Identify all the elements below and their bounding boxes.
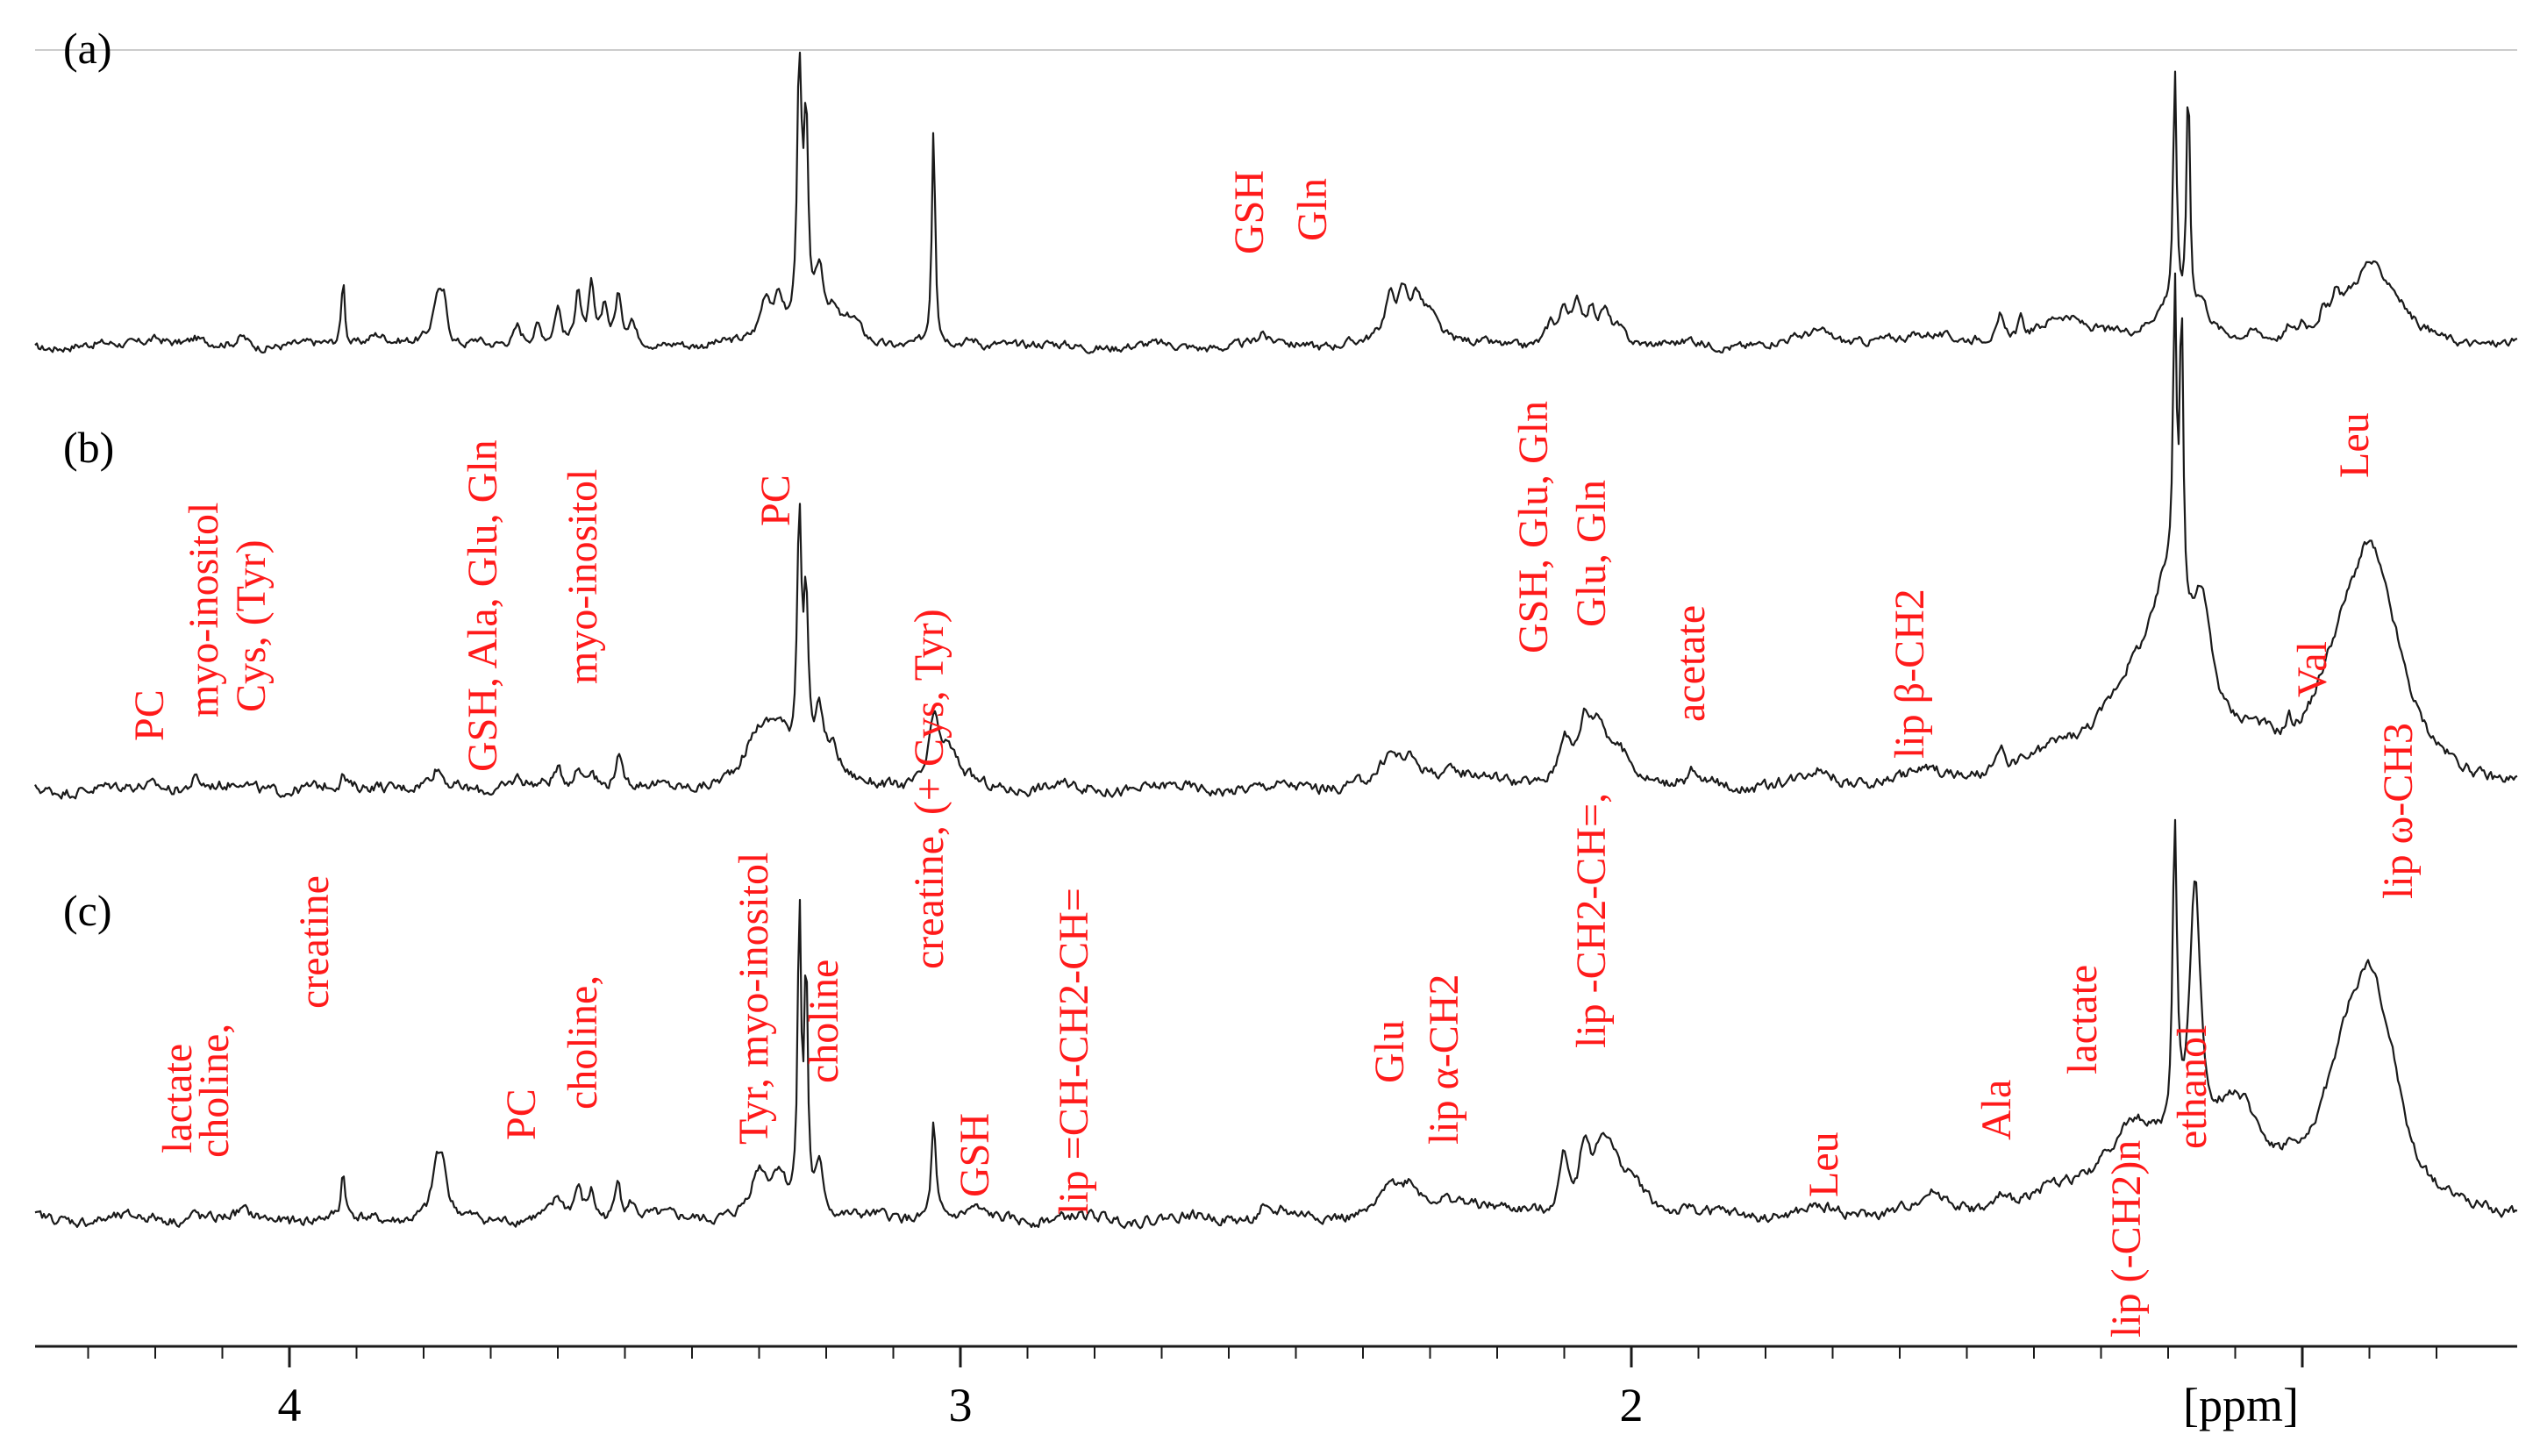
annotation-lip-ch-ch2-ch-c: lip =CH-CH2-CH= — [1051, 888, 1097, 1215]
annotation-gsh-c: GSH — [952, 1113, 998, 1197]
panel-label-b: (b) — [63, 423, 114, 472]
x-tick-label-4: 4 — [278, 1379, 302, 1431]
panel-label-a: (a) — [63, 24, 112, 73]
x-axis-label: [ppm] — [2183, 1379, 2299, 1431]
annotation-leu-b: Leu — [2331, 412, 2378, 478]
annotation-myo-inositol-b1: myo-inositol — [181, 503, 227, 717]
spectra-group — [34, 51, 2518, 1230]
spectrum-line-c — [34, 818, 2518, 1230]
x-axis: 4 3 2 [ppm] — [35, 1345, 2517, 1431]
annotation-tyr-myo-inositol-c: Tyr, myo-inositol — [731, 853, 777, 1145]
annotation-lactate-c: lactate — [154, 1044, 201, 1153]
spectrum-line-a — [34, 51, 2518, 354]
spectrum-line-b — [34, 272, 2518, 800]
annotation-creatine-c: creatine — [291, 875, 338, 1009]
annotation-gsh-a: GSH — [1226, 170, 1273, 254]
annotation-myo-inositol-b2: myo-inositol — [560, 469, 606, 684]
annotation-pc-c: PC — [498, 1088, 545, 1140]
panel-label-c: (c) — [63, 886, 112, 935]
annotation-glu-c: Glu — [1366, 1020, 1413, 1083]
annotation-choline-c3: choline — [801, 960, 847, 1083]
x-tick-label-2: 2 — [1620, 1379, 1644, 1431]
annotation-lactate-c2: lactate — [2059, 965, 2106, 1074]
peak-annotations: GSH Gln GSH, Glu, Gln Glu, Gln Leu PC my… — [126, 170, 2422, 1338]
x-axis-major-ticks — [288, 1346, 2304, 1367]
annotation-choline-c1: choline, — [191, 1024, 238, 1158]
annotation-pc-b2: PC — [753, 475, 799, 526]
x-axis-minor-ticks — [87, 1346, 2437, 1359]
annotation-lip-alpha-ch2-c: lip α-CH2 — [1421, 974, 1467, 1145]
annotation-gsh-ala-glu-gln-b: GSH, Ala, Glu, Gln — [460, 439, 506, 772]
annotation-leu-c: Leu — [1801, 1131, 1847, 1197]
annotation-lip-omega-ch3-b: lip ω-CH3 — [2375, 723, 2422, 899]
annotation-pc-b: PC — [126, 689, 173, 741]
annotation-lip-ch2-ch-c: lip -CH2-CH=, — [1568, 793, 1615, 1048]
annotation-val-b: Val — [2289, 641, 2336, 697]
annotation-lip-ch2-n-c: lip (-CH2)n — [2103, 1140, 2150, 1338]
annotation-cys-tyr-b: Cys, (Tyr) — [228, 539, 275, 712]
annotation-acetate-b: acetate — [1667, 605, 1714, 722]
annotation-glu-gln-b: Glu, Gln — [1568, 480, 1615, 627]
annotation-ethanol-c: ethanol — [2169, 1025, 2215, 1149]
annotation-choline-c2: choline, — [560, 975, 606, 1110]
annotation-creatine-cys-tyr-b: creatine, (+ Cys, Tyr) — [906, 609, 952, 969]
x-tick-label-3: 3 — [949, 1379, 973, 1431]
annotation-gsh-glu-gln-b: GSH, Glu, Gln — [1510, 401, 1557, 653]
annotation-gln-a: Gln — [1289, 178, 1336, 241]
annotation-ala-c: Ala — [1973, 1080, 2020, 1140]
annotation-lip-beta-ch2-b: lip β-CH2 — [1887, 589, 1933, 759]
